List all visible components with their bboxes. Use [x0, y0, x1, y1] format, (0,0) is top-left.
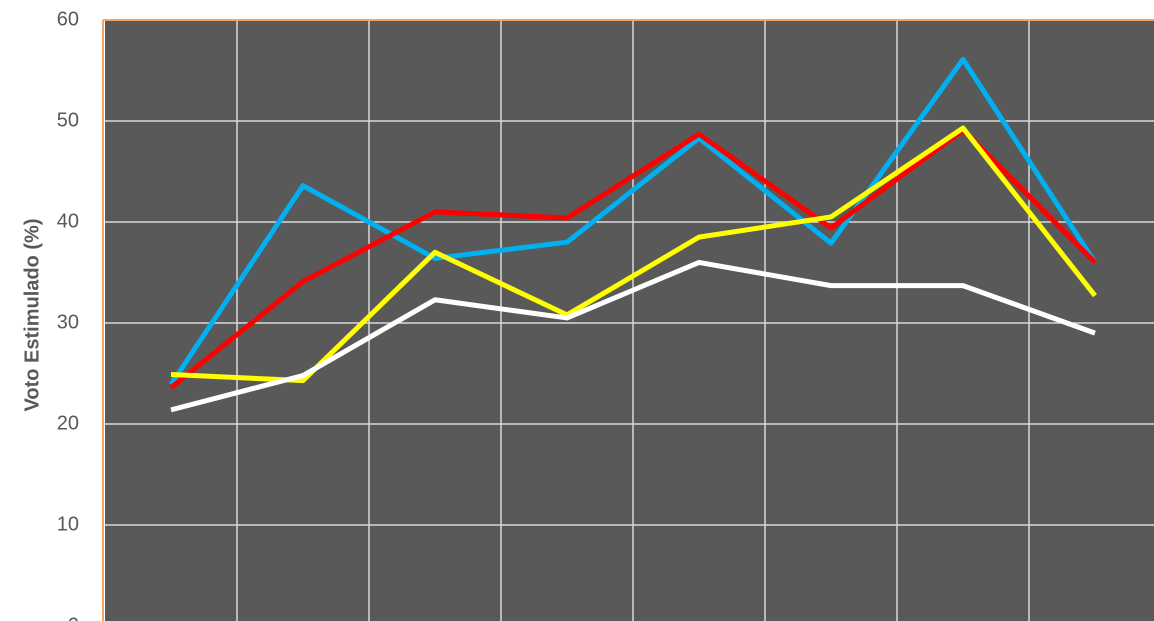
y-tick-label: 0 — [68, 614, 79, 621]
plot-area — [105, 20, 1154, 621]
y-tick-label: 60 — [57, 8, 79, 30]
series-line — [168, 56, 1098, 386]
series-line — [169, 127, 1097, 390]
y-tick-label: 40 — [57, 210, 79, 232]
series-line — [170, 259, 1096, 413]
series-line — [170, 125, 1097, 384]
y-tick-label: 20 — [57, 412, 79, 434]
y-tick-label: 30 — [57, 311, 79, 333]
y-axis-label: Voto Estimulado (%) — [21, 219, 43, 412]
y-tick-label: 10 — [57, 513, 79, 535]
y-tick-label: 50 — [57, 109, 79, 131]
